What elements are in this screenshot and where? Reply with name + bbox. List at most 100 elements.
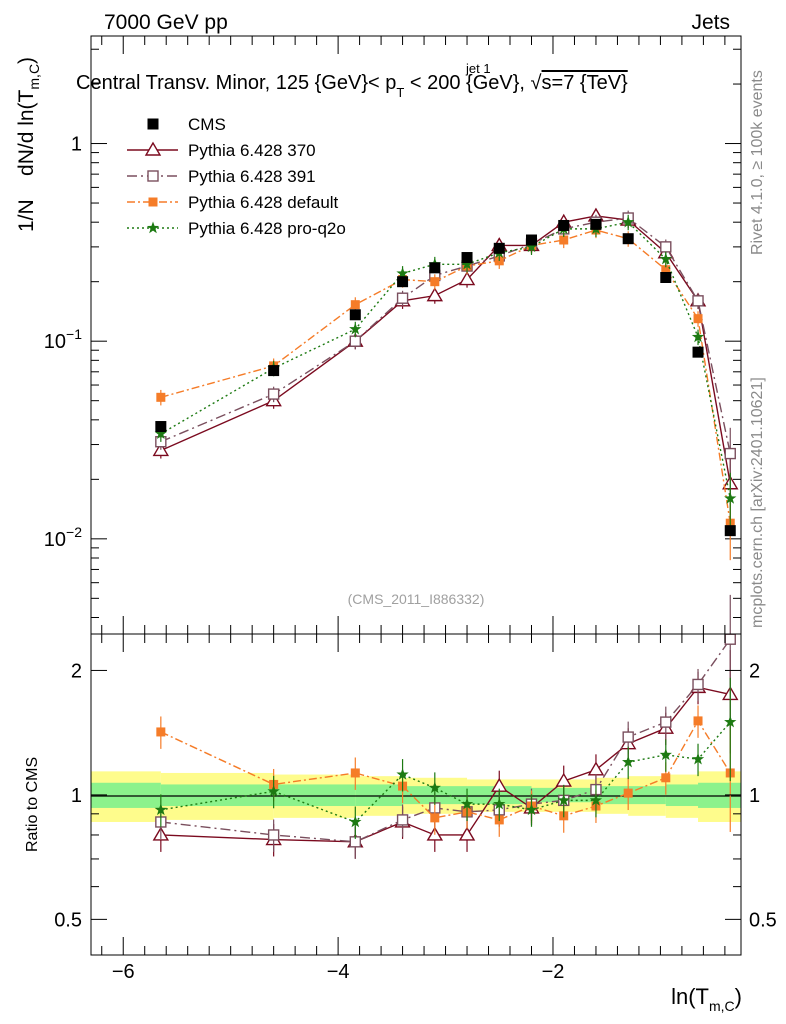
ratio-point: [622, 731, 634, 743]
ratio-point: [396, 814, 409, 826]
ratio-band-green: [355, 784, 403, 807]
ratio-point: [691, 752, 705, 765]
ratio-point: [660, 716, 672, 728]
main-ytick-exp: −1: [66, 326, 82, 342]
main-point: [661, 265, 671, 275]
main-point: [397, 276, 409, 288]
legend-marker: [144, 141, 162, 156]
legend-marker: [148, 197, 158, 207]
mcplots-label: mcplots.cern.ch [arXiv:2401.10621]: [749, 377, 766, 628]
ratio-series-line: [160, 638, 731, 843]
ratio-y-tick-labels: 0.5 0.5 1 1 2 2: [54, 660, 777, 931]
main-point: [693, 314, 703, 324]
x-tick-labels: −6 −4 −2: [112, 961, 565, 983]
ratio-point: [587, 761, 605, 776]
main-point: [268, 365, 280, 377]
ratio-band-green: [434, 786, 468, 805]
main-point: [692, 346, 704, 358]
ratio-point: [430, 813, 440, 823]
main-point: [559, 235, 569, 245]
xlabel-main: ln(T: [671, 984, 709, 1009]
x-tick-label: −6: [112, 961, 135, 983]
ratio-band-green: [595, 786, 629, 805]
ratio-ylabel: Ratio to CMS: [24, 757, 41, 852]
main-point: [426, 287, 444, 302]
ratio-point: [724, 715, 737, 728]
ratio-panel: Ratio to CMS 0.5 0.5 1 1 2 2 −6 −4 −2 ln(Tm,C): [24, 594, 777, 1014]
legend-label: Pythia 6.428 pro-q2o: [188, 219, 346, 238]
ratio-point: [623, 788, 633, 798]
main-ytick-exp: −2: [66, 524, 82, 540]
ratio-point: [156, 727, 166, 737]
main-point: [154, 427, 168, 440]
xlabel-sub: m,C: [709, 998, 735, 1014]
ratio-band-green: [628, 786, 666, 805]
title-s-part: s=7 {TeV}: [542, 72, 629, 94]
main-point: [724, 491, 737, 504]
main-ytick-label: 10−1: [44, 326, 82, 353]
main-ytick-base: 10: [44, 529, 66, 551]
ratio-ytick-label-right: 2: [749, 660, 760, 682]
title-sup: jet 1: [465, 61, 491, 76]
legend-marker: [147, 170, 159, 182]
main-series-layer: [152, 207, 739, 561]
main-point: [691, 330, 705, 343]
ratio-point: [428, 781, 441, 794]
ratio-band-green: [499, 786, 532, 805]
ratio-point: [525, 803, 538, 816]
analysis-watermark: (CMS_2011_I886332): [348, 591, 485, 607]
main-ylabel-main: 1/N dN/d ln(T: [15, 89, 38, 232]
title-sqrt: √: [531, 72, 542, 94]
main-series-line: [160, 221, 731, 499]
main-ytick-base: 10: [44, 331, 66, 353]
main-series-line: [160, 229, 731, 524]
x-axis-label: ln(Tm,C): [671, 984, 742, 1014]
main-point: [659, 252, 672, 265]
main-point: [349, 322, 362, 335]
legend-label: Pythia 6.428 391: [188, 167, 316, 186]
main-point: [396, 267, 409, 279]
ratio-point: [493, 797, 506, 810]
ratio-point: [350, 768, 360, 778]
main-point: [349, 335, 361, 347]
main-point: [493, 242, 505, 254]
ratio-ytick-label: 0.5: [54, 909, 82, 931]
ratio-axis-ticks: [91, 634, 741, 955]
main-ylabel-close: ): [15, 57, 38, 64]
main-ytick-base: 1: [71, 134, 82, 156]
main-point: [692, 295, 704, 307]
ratio-ytick-label-right: 0.5: [749, 909, 777, 931]
title-sub: T: [396, 85, 404, 100]
main-axis-ticks: [91, 36, 741, 634]
main-point: [590, 218, 602, 230]
ratio-band-green: [273, 784, 356, 807]
ratio-point: [659, 748, 672, 761]
legend-label: Pythia 6.428 370: [188, 141, 316, 160]
process-label: Jets: [691, 11, 730, 34]
ratio-point: [693, 716, 703, 726]
ratio-ytick-label: 1: [71, 785, 82, 807]
ratio-point: [267, 829, 280, 841]
main-point: [558, 219, 570, 231]
title-part-1: Central Transv. Minor, 125 {GeV}< p: [76, 72, 396, 94]
ratio-band-green: [467, 786, 500, 805]
main-point: [724, 447, 736, 460]
ratio-ytick-label-right: 1: [749, 785, 760, 807]
main-point: [460, 257, 474, 270]
main-point: [267, 388, 280, 400]
ratio-band-green: [665, 784, 699, 807]
plot-title: Central Transv. Minor, 125 {GeV}< pT < 2…: [76, 72, 628, 100]
ratio-point: [724, 633, 736, 645]
ratio-point: [589, 793, 603, 806]
ratio-point: [622, 755, 635, 768]
ratio-point: [692, 678, 704, 691]
legend-label: CMS: [188, 115, 226, 134]
ratio-ytick-label: 2: [71, 660, 82, 682]
main-point: [525, 234, 537, 246]
ratio-point: [458, 826, 476, 841]
main-series-line: [160, 215, 731, 484]
main-point: [724, 525, 736, 537]
ratio-band-green: [160, 784, 274, 807]
main-point: [525, 240, 538, 253]
main-ytick-label: 1: [71, 134, 82, 156]
